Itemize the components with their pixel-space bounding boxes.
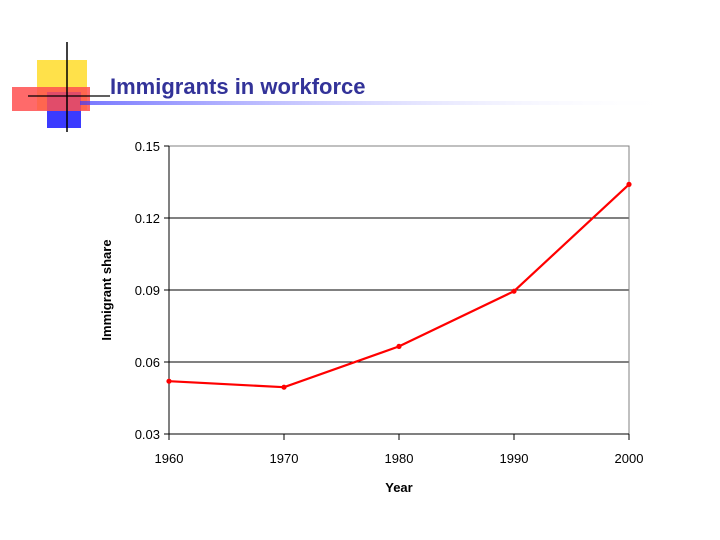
- y-axis-label: Immigrant share: [99, 239, 114, 340]
- chart-series: [166, 181, 632, 390]
- x-tick-label: 1960: [155, 451, 184, 466]
- y-tick-label: 0.15: [135, 139, 160, 154]
- x-tick-label: 2000: [615, 451, 644, 466]
- data-point: [166, 378, 172, 384]
- y-tick-label: 0.12: [135, 211, 160, 226]
- data-point: [396, 343, 402, 349]
- x-tick-label: 1980: [385, 451, 414, 466]
- x-tick-label: 1990: [500, 451, 529, 466]
- data-point: [626, 181, 632, 187]
- deco-red-bar: [12, 87, 90, 111]
- slide-title: Immigrants in workforce: [110, 74, 366, 99]
- y-tick-label: 0.06: [135, 355, 160, 370]
- data-point: [281, 384, 287, 390]
- x-axis-label: Year: [385, 480, 412, 495]
- data-point: [511, 288, 517, 294]
- chart-ticks: 0.03 0.06 0.09 0.12 0.15 1960 1970 1980 1990 2000: [135, 139, 644, 466]
- chart-grid: [169, 145, 629, 435]
- y-tick-label: 0.09: [135, 283, 160, 298]
- title-underline-rule: [80, 101, 680, 105]
- y-tick-label: 0.03: [135, 427, 160, 442]
- x-tick-label: 1970: [270, 451, 299, 466]
- series-line: [168, 183, 630, 389]
